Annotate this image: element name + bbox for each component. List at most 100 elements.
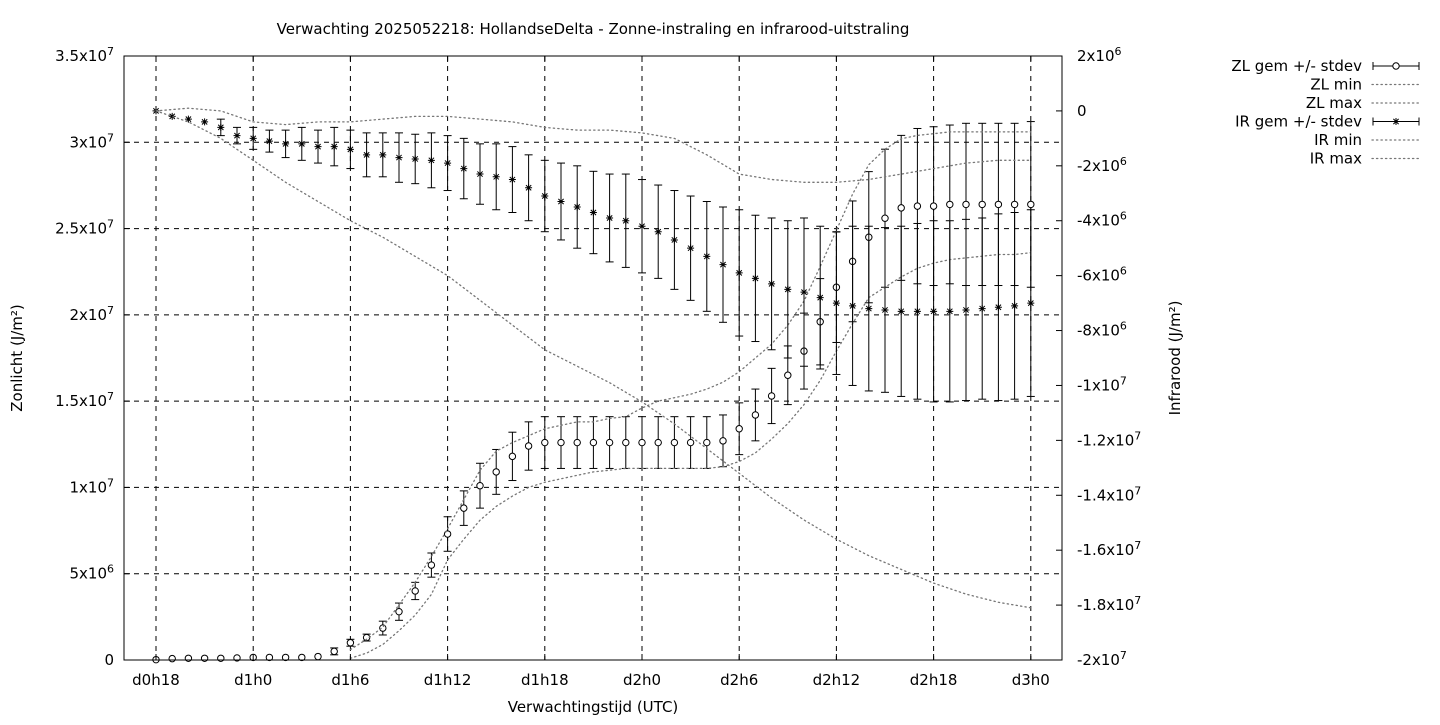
data-point-star	[282, 140, 290, 148]
data-point-star	[476, 170, 484, 178]
data-point-star	[492, 173, 500, 181]
data-point-circle	[1010, 200, 1019, 209]
data-point-star	[525, 184, 533, 192]
series-line	[155, 110, 1032, 609]
y2-tick-label: -1.4x107	[1077, 484, 1141, 504]
data-point-star	[994, 303, 1002, 311]
data-point-circle	[978, 200, 986, 209]
data-point-star	[1011, 302, 1019, 310]
data-point-star	[249, 134, 257, 142]
data-point-circle	[686, 438, 695, 447]
data-point-circle	[670, 438, 679, 447]
data-point-circle	[265, 653, 274, 662]
y2-tick-label: -2x106	[1077, 155, 1127, 175]
x-tick-label: d1h12	[424, 671, 472, 689]
data-point-circle	[946, 200, 954, 209]
data-point-star	[314, 143, 322, 151]
data-point-circle	[573, 438, 581, 447]
data-point-star	[703, 252, 711, 260]
y-tick-label: 1x107	[69, 476, 114, 496]
data-point-circle	[784, 371, 792, 379]
data-point-circle	[962, 200, 970, 209]
data-point-circle	[703, 438, 711, 447]
x-axis-label: Verwachtingstijd (UTC)	[508, 698, 679, 716]
data-point-circle	[379, 624, 387, 632]
data-point-star	[379, 151, 387, 159]
axis-ticks: d0h18 d1h0 d1h6 d1h12 d1h18 d2h0 d2h6 d2h12 d2h1…	[55, 45, 1141, 689]
data-point-circle	[638, 438, 646, 447]
x-tick-label: d3h0	[1012, 671, 1050, 689]
data-point-star	[638, 222, 646, 230]
y2-tick-label: -1.8x107	[1077, 594, 1141, 614]
x-tick-label: d2h12	[813, 671, 861, 689]
data-point-circle	[427, 561, 436, 569]
data-point-star	[168, 112, 176, 120]
y2-tick-label: -2x107	[1077, 649, 1127, 669]
data-point-star	[913, 307, 921, 315]
data-point-circle	[476, 482, 484, 490]
data-point-circle	[605, 438, 614, 447]
data-point-star	[265, 137, 273, 145]
legend-label: IR max	[1310, 150, 1362, 168]
data-point-star	[784, 285, 792, 293]
legend-label: ZL min	[1310, 76, 1362, 94]
x-tick-label: d2h6	[720, 671, 758, 689]
data-point-star	[1392, 118, 1400, 125]
y2-tick-label: 2x106	[1077, 45, 1122, 65]
series-5	[155, 107, 1032, 183]
series-4	[155, 110, 1032, 609]
y2-axis-label: Infrarood (J/m²)	[1166, 301, 1184, 416]
data-point-star	[589, 208, 597, 216]
y-tick-label: 2x107	[69, 304, 114, 324]
data-point-circle	[1392, 62, 1400, 70]
data-point-star	[330, 143, 338, 151]
data-point-circle	[719, 437, 727, 445]
data-point-circle	[881, 214, 889, 222]
data-point-star	[751, 274, 759, 282]
x-tick-label: d1h0	[234, 671, 272, 689]
data-point-circle	[767, 392, 776, 400]
data-point-star	[654, 228, 662, 236]
data-point-star	[768, 280, 776, 288]
y-tick-label: 5x106	[69, 563, 114, 583]
data-point-circle	[184, 654, 193, 662]
data-point-star	[427, 156, 435, 164]
data-point-star	[881, 306, 889, 314]
data-point-star	[622, 217, 630, 225]
data-point-star	[184, 115, 192, 123]
data-point-circle	[913, 202, 922, 210]
y2-tick-label: -1.2x107	[1077, 429, 1141, 449]
y-tick-label: 3.5x107	[55, 45, 114, 65]
data-point-star	[217, 123, 225, 131]
data-point-star	[946, 307, 954, 315]
data-point-star	[233, 132, 241, 140]
data-point-circle	[217, 654, 225, 662]
data-point-circle	[298, 653, 306, 662]
x-tick-label: d2h18	[910, 671, 958, 689]
x-tick-label: d1h18	[521, 671, 569, 689]
data-point-circle	[557, 438, 565, 447]
data-point-circle	[508, 452, 517, 461]
data-point-circle	[460, 504, 468, 512]
legend-label: ZL max	[1306, 94, 1362, 112]
x-tick-label: d1h6	[331, 671, 369, 689]
data-point-star	[395, 154, 403, 162]
data-point-star	[670, 236, 678, 244]
data-point-star	[735, 269, 743, 277]
data-point-star	[897, 307, 905, 315]
data-point-circle	[492, 468, 500, 476]
y2-tick-label: -1.6x107	[1077, 539, 1141, 559]
data-point-circle	[541, 438, 549, 447]
data-point-star	[508, 176, 516, 184]
data-point-circle	[346, 639, 355, 647]
data-point-star	[363, 151, 371, 159]
data-point-circle	[395, 607, 403, 616]
y2-tick-label: -8x106	[1077, 320, 1127, 340]
series-2	[349, 131, 1032, 651]
y-tick-label: 3x107	[69, 131, 114, 151]
series-3	[152, 107, 1035, 403]
data-point-star	[1027, 299, 1035, 307]
